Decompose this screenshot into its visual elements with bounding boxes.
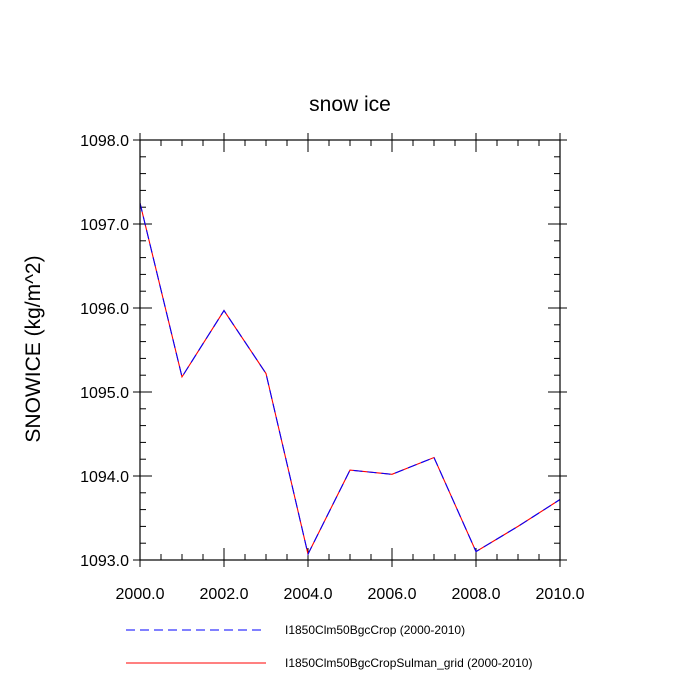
x-tick-label: 2006.0: [368, 586, 417, 603]
axis-ticks: 2000.0 2002.0 2004.0 2006.0 2008.0 2010.0 1093…: [80, 133, 585, 603]
legend: I1850Clm50BgcCrop (2000-2010) I1850Clm50B…: [126, 623, 532, 670]
legend-label-0: I1850Clm50BgcCrop (2000-2010): [285, 623, 465, 637]
y-tick-label: 1093.0: [80, 553, 129, 570]
y-tick-label: 1095.0: [80, 385, 129, 402]
y-tick-label: 1096.0: [80, 301, 129, 318]
series-line-0: [139, 202, 561, 556]
y-axis-label: SNOWICE (kg/m^2): [22, 255, 45, 442]
y-tick-label: 1098.0: [80, 133, 129, 150]
chart-title: snow ice: [309, 93, 391, 116]
y-tick-label: 1097.0: [80, 217, 129, 234]
x-tick-label: 2000.0: [116, 586, 165, 603]
y-tick-label: 1094.0: [80, 469, 129, 486]
x-tick-label: 2002.0: [200, 586, 249, 603]
series-lines: [139, 202, 561, 556]
plot-frame: [139, 139, 561, 561]
x-tick-label: 2010.0: [536, 586, 585, 603]
x-tick-label: 2004.0: [284, 586, 333, 603]
series-line-1: [139, 202, 561, 556]
x-tick-label: 2008.0: [452, 586, 501, 603]
legend-label-1: I1850Clm50BgcCropSulman_grid (2000-2010): [285, 656, 532, 670]
